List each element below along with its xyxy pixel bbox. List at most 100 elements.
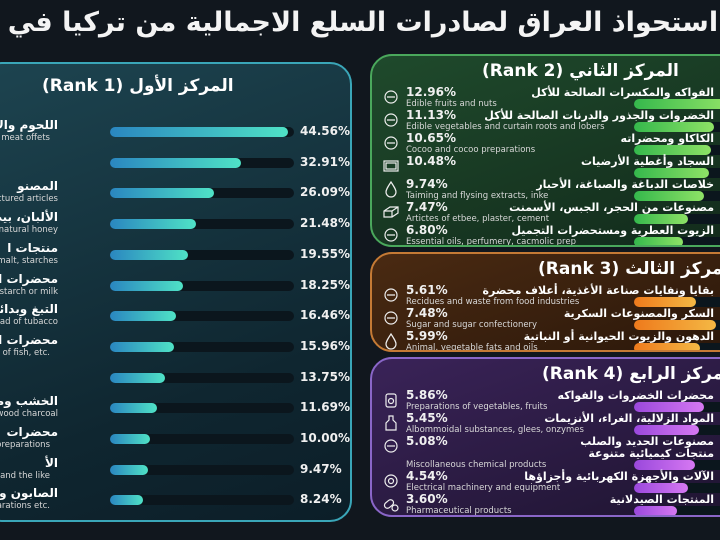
bar-track <box>634 343 720 350</box>
percent-label: 7.48% <box>406 306 448 320</box>
bar-row: 5.61% بقايا ونفايات صناعة الأغذية، أعلاف … <box>372 284 720 307</box>
percent-label: 26.09% <box>300 185 350 200</box>
category-arabic: بقايا ونفايات صناعة الأغذية، أعلاف محضرة <box>482 284 715 297</box>
bar-track <box>634 460 720 470</box>
candy-icon <box>384 311 398 325</box>
bar-fill <box>110 157 242 168</box>
bar-track <box>634 191 720 201</box>
steel-icon <box>384 439 398 453</box>
bar-track <box>110 249 294 260</box>
category-arabic: الأ <box>44 455 58 470</box>
percent-label: 5.99% <box>406 329 448 343</box>
bar-row: 4.54% الآلات والأجهزة الكهربائية وأجزاؤها… <box>372 470 720 493</box>
bar-fill <box>634 343 700 350</box>
bar-row: 32.91% <box>0 155 350 177</box>
percent-label: 5.45% <box>406 411 448 425</box>
bar-track <box>110 157 294 168</box>
bar-fill <box>634 425 700 435</box>
bar-fill <box>110 249 189 260</box>
category-english: Edible vegetables and curtain roots and … <box>406 122 605 132</box>
bar-fill <box>634 297 696 307</box>
bar-track <box>110 464 294 475</box>
category-english: Miscollaneous chemical products <box>406 460 547 470</box>
bar-track <box>634 168 720 178</box>
percent-label: 15.96% <box>300 338 350 353</box>
bar-fill <box>110 403 157 414</box>
percent-label: 13.75% <box>300 369 350 384</box>
category-english: at, of fish, etc. <box>0 347 50 358</box>
bar-row: 10.48% السجاد وأغطية الأرضيات <box>372 155 720 178</box>
category-english: rds aggs, natural honey <box>0 225 58 236</box>
category-english: meat offets <box>1 133 50 143</box>
percent-label: 10.65% <box>406 131 456 145</box>
category-arabic: السجاد وأغطية الأرضيات <box>580 155 714 168</box>
category-arabic: السكر والمصنوعات السكرية <box>563 307 714 320</box>
bar-fill <box>634 191 705 201</box>
category-arabic: محضرات اللحو <box>0 332 58 347</box>
percent-label: 32.91% <box>300 154 350 169</box>
bar-track <box>634 483 720 493</box>
category-arabic: محضرات الخضروات والفواكه <box>557 389 714 402</box>
rank-1-panel: المركز الأول (Rank 1) 44.56% اللحوم والأحش… <box>0 62 352 522</box>
category-english: Recidues and waste from food industries <box>406 297 580 307</box>
category-english: Sugar and sugar confectionery <box>406 320 538 330</box>
vegetable-icon <box>384 113 398 127</box>
bar-fill <box>634 506 678 515</box>
percent-label: 7.47% <box>406 200 448 214</box>
feed-icon <box>384 288 398 302</box>
bar-fill <box>634 99 720 109</box>
bar-fill <box>110 311 176 322</box>
category-arabic-2: منتجات كيميائية متنوعة <box>588 447 714 460</box>
bar-row: 11.13% الخضروات والجذور والدرنات الصالحة … <box>372 109 720 132</box>
percent-label: 11.69% <box>300 400 350 415</box>
bar-row: 11.69% الخشب ومصنوعاته،of wood, wood char… <box>0 395 350 422</box>
bar-row: 10.00% محضراتble preparations <box>0 426 350 453</box>
bar-fill <box>110 495 143 506</box>
bar-track <box>634 122 720 132</box>
category-english: Essential oils, perfumery, cacmolic prep <box>406 237 576 247</box>
rank-4-panel: المركز الرابع (Rank 4) 5.86% محضرات الخضرو… <box>370 357 720 517</box>
category-arabic: الفواكه والمكسرات الصالحة للأكل <box>531 86 714 99</box>
category-arabic: مصنوعات من الحجر، الجبس، الأسمنت <box>509 201 714 214</box>
bar-row: 18.25% محضرات الreats, flour or starch or… <box>0 272 350 300</box>
bar-track <box>634 320 720 330</box>
bar-row: 15.96% محضرات اللحوat, of fish, etc. <box>0 333 350 361</box>
bar-track <box>110 403 294 414</box>
bar-row: 3.60% المنتجات الصيدلانية Pharmaceutical p… <box>372 493 720 516</box>
category-arabic: المواد الزلالية، الغراء، الأنزيمات <box>544 412 714 425</box>
category-english: parations etc. <box>0 501 50 512</box>
category-english: Pharmaceutical products <box>406 506 512 516</box>
category-english: and the like <box>0 470 50 481</box>
bar-fill <box>634 402 705 412</box>
panel-title: المركز الثالث (Rank 3) <box>538 259 720 279</box>
percent-label: 19.55% <box>300 246 350 261</box>
bar-row: 12.96% الفواكه والمكسرات الصالحة للأكل Edi… <box>372 86 720 109</box>
category-english: of wood, wood charcoal <box>0 409 58 420</box>
bar-row: 13.75% <box>0 370 350 392</box>
percent-label: 10.00% <box>300 431 350 445</box>
category-arabic: الكاكاو ومحضراته <box>620 132 714 145</box>
bar-track <box>110 341 294 352</box>
category-english: Taiming and flysing extracts, inke <box>406 191 549 201</box>
bar-track <box>110 311 294 322</box>
jar-icon <box>385 393 397 408</box>
bar-track <box>634 425 720 435</box>
percent-label: 5.86% <box>406 388 448 402</box>
bar-row: 7.47% مصنوعات من الحجر، الجبس، الأسمنت Art… <box>372 201 720 224</box>
bar-fill <box>634 145 711 155</box>
category-english: ble preparations <box>0 440 50 450</box>
bar-row: 5.86% محضرات الخضروات والفواكه Preparation… <box>372 389 720 412</box>
bar-track <box>110 434 294 444</box>
bar-fill <box>110 188 215 199</box>
gear-icon <box>384 474 398 488</box>
percent-label: 21.48% <box>300 216 350 231</box>
bar-fill <box>110 372 165 383</box>
category-english: Cocoo and cocoo preparations <box>406 145 536 155</box>
bar-fill <box>110 434 150 444</box>
bar-track <box>634 214 720 224</box>
category-english: Artictes of etbee, plaster, cement <box>406 214 550 224</box>
category-english: Electrical machinery and equipment <box>406 483 561 493</box>
bar-fill <box>110 219 196 230</box>
bar-fill <box>634 483 689 493</box>
panel-title: المركز الثاني (Rank 2) <box>482 61 679 81</box>
